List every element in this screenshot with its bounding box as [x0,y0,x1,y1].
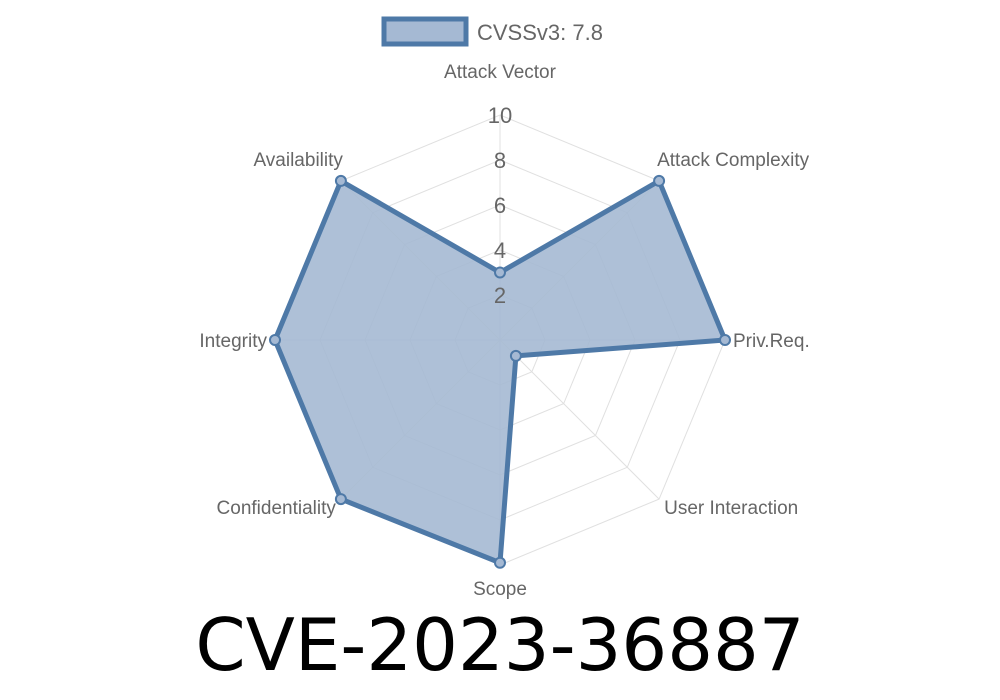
data-point [269,334,281,346]
data-point [653,174,666,187]
tick-label: 10 [488,103,512,128]
data-point [334,493,347,506]
tick-label: 4 [494,238,506,263]
grid-spoke [499,339,660,500]
data-point [334,174,347,187]
legend-label: CVSSv3: 7.8 [477,20,603,45]
axis-label: Integrity [199,331,267,352]
axis-label: Confidentiality [217,498,337,519]
page-title: CVE-2023-36887 [195,603,805,687]
tick-label: 2 [494,283,506,308]
axis-label: Attack Vector [444,62,557,83]
data-point [494,266,506,279]
axis-label: Scope [473,579,527,600]
axis-label: User Interaction [664,498,798,519]
axis-label: Priv.Req. [733,331,810,352]
tick-label: 6 [494,193,506,218]
axis-label: Attack Complexity [657,150,810,171]
data-point [509,349,522,362]
legend-swatch [381,16,469,47]
tick-label: 8 [494,148,506,173]
data-point [719,334,731,346]
axis-label: Availability [253,150,343,171]
data-point [494,556,506,569]
